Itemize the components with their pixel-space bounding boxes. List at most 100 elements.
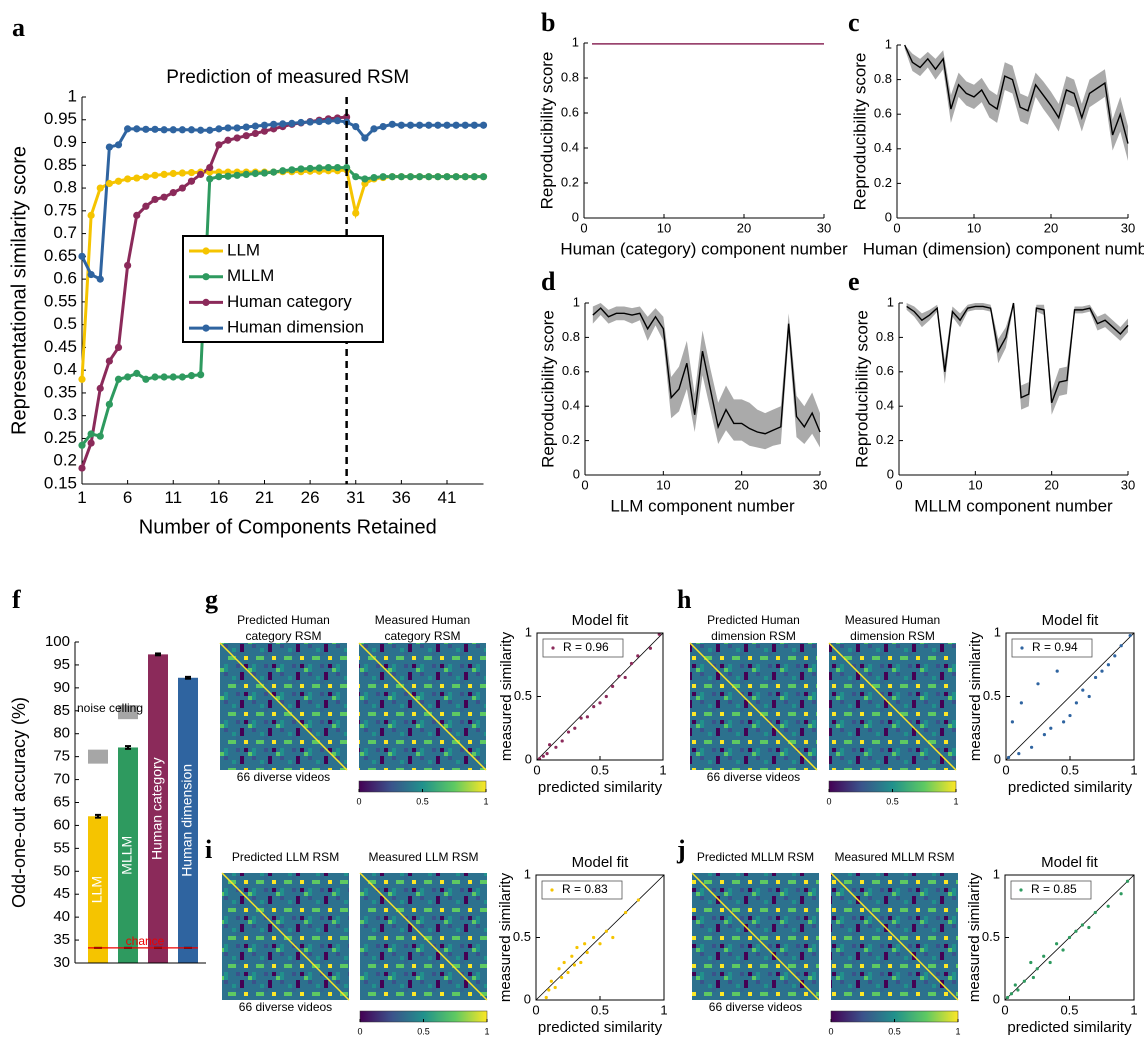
point xyxy=(96,432,104,440)
point xyxy=(114,343,123,352)
mean-line xyxy=(906,302,1129,404)
y-tick-label: 0.5 xyxy=(513,929,531,944)
scatter-point xyxy=(1074,701,1078,705)
point xyxy=(260,121,269,129)
y-tick-label: 1 xyxy=(994,624,1001,639)
mean-line xyxy=(904,44,1129,144)
x-tick-label: 0 xyxy=(580,220,587,235)
heatmap-diagonal xyxy=(358,642,487,771)
scatter-point xyxy=(598,701,602,705)
y-tick-label: 65 xyxy=(53,793,70,810)
legend-marker xyxy=(550,888,554,892)
y-axis-label: measured similarity xyxy=(498,631,515,761)
legend xyxy=(541,880,623,900)
legend-label: R = 0.85 xyxy=(1031,882,1077,896)
point xyxy=(224,172,232,180)
y-tick-label: 85 xyxy=(53,702,70,719)
x-tick-label: 0.5 xyxy=(1060,1002,1078,1017)
scatter-point xyxy=(1006,755,1011,760)
y-axis-label: Representational similarity score xyxy=(8,146,30,435)
y-tick-label: 0.5 xyxy=(983,688,1001,703)
scatter-point xyxy=(545,752,549,756)
y-tick-label: 0.65 xyxy=(44,246,77,265)
scatter-point xyxy=(1094,675,1098,680)
bar xyxy=(88,816,108,963)
y-axis-label: Reproducibility score xyxy=(538,310,557,468)
point xyxy=(425,173,433,181)
point xyxy=(87,211,95,219)
heatmap-title: Measured MLLM RSM xyxy=(834,850,954,864)
y-tick-label: 0.15 xyxy=(44,473,77,492)
point xyxy=(242,132,250,140)
heatmap-title: Measured Human xyxy=(375,613,470,627)
point xyxy=(133,174,141,182)
point xyxy=(416,173,424,181)
chart-title: Prediction of measured RSM xyxy=(166,67,409,88)
point xyxy=(187,372,196,380)
x-tick-label: 10 xyxy=(656,477,670,492)
scatter-point xyxy=(585,950,589,955)
x-tick-label: 0 xyxy=(581,477,588,492)
point xyxy=(96,275,104,283)
point xyxy=(160,126,168,134)
bar-label: MLLM xyxy=(119,836,135,875)
point xyxy=(361,175,369,183)
chance-label: chance xyxy=(126,934,165,948)
heatmap-title: category RSM xyxy=(384,629,460,643)
panel-letter: b xyxy=(541,8,555,37)
y-tick-label: 0.75 xyxy=(44,200,77,219)
colorbar-tick-label: 0.5 xyxy=(886,796,899,806)
point xyxy=(233,134,241,142)
x-tick-label: 1 xyxy=(1130,1002,1137,1017)
heatmap-title: Predicted LLM RSM xyxy=(232,850,339,864)
legend xyxy=(1010,880,1092,900)
scatter-point xyxy=(1074,929,1078,933)
point xyxy=(169,373,177,381)
y-tick-label: 0 xyxy=(885,209,892,224)
y-tick-label: 0.4 xyxy=(562,398,580,413)
x-axis-label: MLLM component number xyxy=(914,496,1113,515)
point xyxy=(288,166,296,174)
scatter-point xyxy=(1048,960,1052,965)
scatter-point xyxy=(1022,979,1026,983)
point xyxy=(187,177,196,185)
point xyxy=(197,170,205,178)
point xyxy=(370,173,378,182)
y-tick-label: 0.5 xyxy=(53,314,77,333)
point xyxy=(406,121,415,129)
legend xyxy=(182,235,384,343)
x-tick-label: 0 xyxy=(893,220,900,235)
heatmap-xlabel: 66 diverse videos xyxy=(237,770,330,784)
colorbar-tick-label: 0.5 xyxy=(888,1026,901,1036)
point xyxy=(178,184,186,192)
y-tick-label: 0.2 xyxy=(562,432,580,447)
point xyxy=(333,117,342,125)
heatmap-diagonal xyxy=(219,642,348,771)
scatter-point xyxy=(1087,925,1091,930)
panel-letter: h xyxy=(677,585,692,614)
legend xyxy=(1011,638,1093,658)
point xyxy=(388,173,396,181)
scatter-point xyxy=(562,960,566,965)
point xyxy=(434,121,442,129)
y-tick-label: 40 xyxy=(53,908,70,925)
scatter-point xyxy=(547,988,551,992)
scatter-point xyxy=(1055,669,1059,673)
heatmap-xlabel: 66 diverse videos xyxy=(239,1000,332,1014)
point xyxy=(124,373,132,381)
heatmap-title: Predicted Human xyxy=(707,613,800,627)
point xyxy=(315,164,323,172)
point xyxy=(343,113,351,121)
legend-label: R = 0.94 xyxy=(1032,640,1078,654)
point xyxy=(187,168,196,177)
y-tick-label: 0.85 xyxy=(44,155,77,174)
point xyxy=(270,120,278,128)
point xyxy=(215,173,223,181)
point xyxy=(461,173,469,181)
y-tick-label: 0.9 xyxy=(53,132,77,151)
point xyxy=(370,125,378,133)
point xyxy=(379,173,387,181)
x-axis-label: Human (category) component number xyxy=(560,239,848,258)
scatter-point xyxy=(548,743,552,747)
noise-ceiling xyxy=(88,749,108,764)
